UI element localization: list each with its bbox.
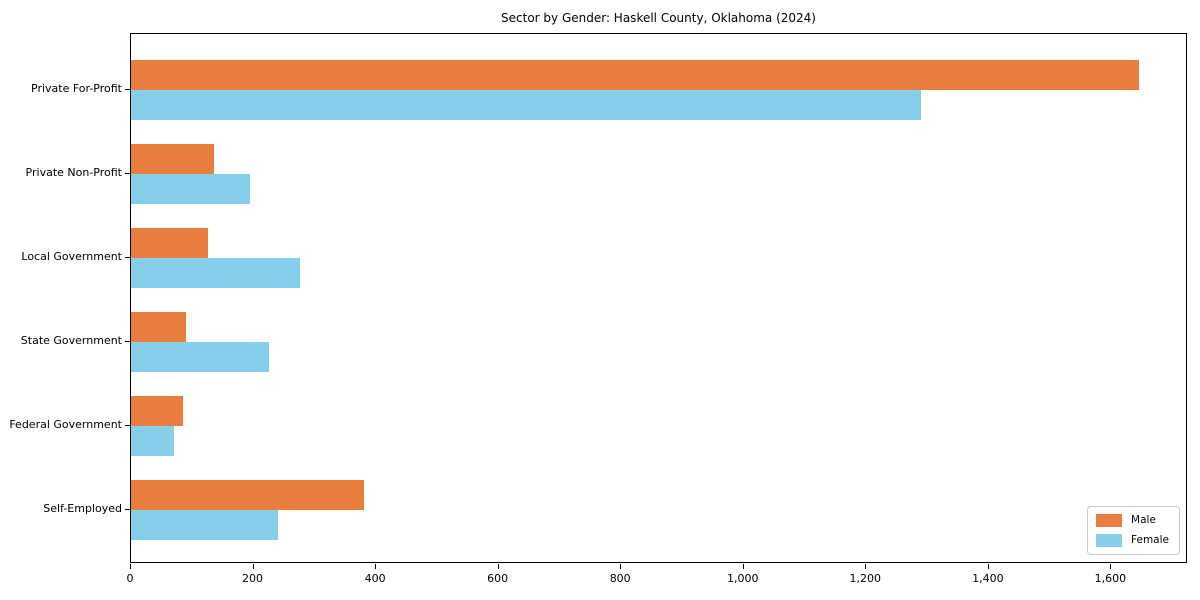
bar-female-private-non-profit <box>131 174 250 204</box>
bar-male-private-for-profit <box>131 60 1139 90</box>
ytick-mark <box>125 341 130 342</box>
xtick-label-200: 200 <box>242 572 264 585</box>
legend-item-female: Female <box>1096 534 1169 547</box>
xtick-mark <box>742 564 744 569</box>
male-series-swatch <box>1096 514 1123 527</box>
bar-female-state-government <box>131 342 269 372</box>
xtick-mark <box>865 564 867 569</box>
ytick-mark <box>125 509 130 510</box>
legend: Male Female <box>1087 506 1180 555</box>
bar-female-local-government <box>131 258 300 288</box>
xtick-mark <box>987 564 989 569</box>
ytick-label-state-government: State Government <box>20 334 122 347</box>
xtick-mark <box>1110 564 1112 569</box>
xtick-mark <box>375 564 377 569</box>
xtick-label-1400: 1,400 <box>972 572 1004 585</box>
bar-male-local-government <box>131 228 208 258</box>
ytick-label-federal-government: Federal Government <box>9 418 122 431</box>
ytick-label-private-for-profit: Private For-Profit <box>31 82 122 95</box>
chart-title: Sector by Gender: Haskell County, Oklaho… <box>501 11 816 25</box>
xtick-label-1200: 1,200 <box>849 572 882 585</box>
xtick-label-1000: 1,000 <box>727 572 759 585</box>
xtick-mark <box>497 564 499 569</box>
xtick-label-1600: 1,600 <box>1094 572 1127 585</box>
ytick-label-local-government: Local Government <box>21 250 122 263</box>
xtick-mark <box>130 564 131 569</box>
bar-male-federal-government <box>131 396 183 426</box>
bar-female-private-for-profit <box>131 90 921 120</box>
ytick-mark <box>125 89 130 90</box>
bar-male-state-government <box>131 312 186 342</box>
legend-item-male: Male <box>1096 514 1169 527</box>
ytick-label-self-employed: Self-Employed <box>43 502 122 515</box>
legend-label-female: Female <box>1131 534 1169 546</box>
bar-male-self-employed <box>131 480 364 510</box>
legend-label-male: Male <box>1131 514 1156 526</box>
xtick-label-800: 800 <box>609 572 631 585</box>
bar-female-self-employed <box>131 510 278 540</box>
bar-male-private-non-profit <box>131 144 214 174</box>
xtick-mark <box>620 564 622 569</box>
ytick-label-private-non-profit: Private Non-Profit <box>25 166 122 179</box>
ytick-mark <box>125 173 130 174</box>
xtick-label-600: 600 <box>487 572 509 585</box>
bar-female-federal-government <box>131 426 174 456</box>
xtick-mark <box>252 564 254 569</box>
female-series-swatch <box>1096 534 1123 547</box>
ytick-mark <box>125 425 130 426</box>
xtick-label-400: 400 <box>364 572 386 585</box>
xtick-label-0: 0 <box>126 572 134 585</box>
plot-area: Male Female <box>130 33 1187 563</box>
ytick-mark <box>125 257 130 258</box>
